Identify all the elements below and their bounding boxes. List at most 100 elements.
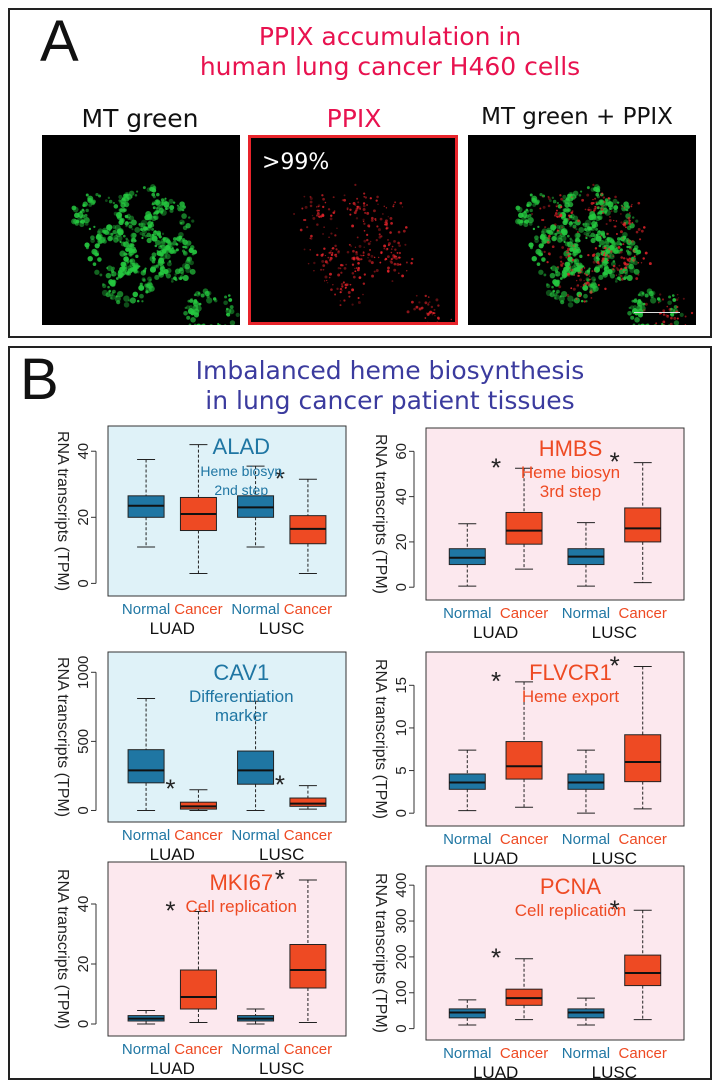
box-lusc-cancer: Cancer [284,478,332,618]
gene-label: ALAD [213,434,270,459]
category-label: Normal [231,1041,279,1058]
group-label: LUAD [473,849,518,868]
group-label: LUSC [592,1063,637,1082]
category-label: Cancer [174,1041,222,1058]
category-label: Cancer [174,827,222,844]
box-lusc-cancer: Cancer [284,879,332,1058]
gene-label: PCNA [540,874,601,899]
gene-label: HMBS [539,436,603,461]
group-label: LUSC [592,849,637,868]
micrograph-merge [468,135,696,325]
category-label: Cancer [619,1045,667,1062]
y-tick-label: 15 [393,677,410,694]
gene-note: Cell replication [515,901,627,920]
box-iqr [289,797,327,807]
box-lusc-cancer: Cancer [619,909,667,1062]
micrograph-mt-green [42,135,240,325]
gene-note: Differentiation [189,687,294,706]
y-tick-label: 100 [393,980,410,1005]
box-lusc-cancer: Cancer [619,462,667,622]
gene-label: MKI67 [209,870,273,895]
scale-bar [634,312,680,313]
y-tick-label: 20 [393,534,410,551]
category-label: Cancer [284,601,332,618]
panel-a-title-line1: PPIX accumulation in [258,22,522,51]
box-iqr [505,511,543,545]
category-label: Cancer [500,1045,548,1062]
panel-b-title-line1: Imbalanced heme biosynthesis [195,356,585,385]
category-label: Normal [231,601,279,618]
merge-image [515,183,694,325]
panel-a: A PPIX accumulation in human lung cancer… [8,8,712,338]
box-luad-cancer: Cancer [500,958,548,1062]
significance-star: * [275,770,285,800]
category-label: Normal [122,827,170,844]
category-label: Normal [562,605,610,622]
category-label: Normal [122,601,170,618]
category-label: Normal [562,1045,610,1062]
box-iqr [127,749,165,784]
group-label: LUAD [150,845,195,864]
category-label: Cancer [284,827,332,844]
box-lusc-cancer: Cancer [284,785,332,844]
y-tick-label: 20 [75,509,92,526]
panel-a-title-line2: human lung cancer H460 cells [199,52,581,81]
panel-a-letter: A [40,9,79,74]
category-label: Normal [443,831,491,848]
y-tick-label: 0 [393,809,410,817]
box-luad-cancer: Cancer [500,467,548,622]
significance-star: * [491,943,501,973]
box-iqr [448,548,486,566]
group-label: LUAD [150,1059,195,1078]
y-tick-label: 40 [75,443,92,460]
y-tick-label: 10 [393,720,410,737]
y-axis-label: RNA transcripts (TPM) [54,431,71,591]
box-iqr [624,507,662,543]
box-iqr [237,750,275,785]
category-label: Normal [122,1041,170,1058]
panel-a-title: PPIX accumulation in human lung cancer H… [110,22,670,82]
box-iqr [624,954,662,987]
gene-note: Cell replication [186,897,298,916]
box-luad-cancer: Cancer [174,911,223,1058]
significance-star: * [275,463,285,493]
box-lusc-cancer: Cancer [619,666,667,848]
box-luad-normal: Normal [443,999,491,1062]
box-iqr [289,944,327,989]
image-label-mt-green: MT green [81,104,199,133]
y-tick-label: 0 [75,579,92,587]
category-label: Cancer [284,1041,332,1058]
category-label: Cancer [500,605,548,622]
y-tick-label: 400 [393,873,410,898]
mt-green-image [71,184,240,325]
ppix-percentage: >99% [262,150,330,175]
group-label: LUAD [473,623,518,642]
y-tick-label: 0 [75,806,92,814]
panel-b-title-line2: in lung cancer patient tissues [205,386,575,415]
gene-note: 2nd step [214,482,268,498]
group-label: LUSC [259,619,304,638]
y-tick-label: 40 [75,896,92,913]
box-luad-normal: Normal [122,458,170,618]
significance-star: * [610,651,620,681]
plot-area [107,651,347,823]
gene-note: marker [215,706,268,725]
y-tick-label: 5 [393,766,410,774]
box-luad-normal: Normal [443,523,491,622]
ppix-image [293,183,453,325]
box-iqr [505,741,543,780]
box-lusc-normal: Normal [562,997,610,1062]
y-axis-label: RNA transcripts (TPM) [372,873,389,1033]
box-lusc-normal: Normal [562,522,610,622]
micrograph-ppix [248,135,458,325]
significance-star: * [275,864,285,894]
y-tick-label: 1000 [75,656,92,689]
category-label: Normal [443,605,491,622]
box-iqr [624,734,662,783]
